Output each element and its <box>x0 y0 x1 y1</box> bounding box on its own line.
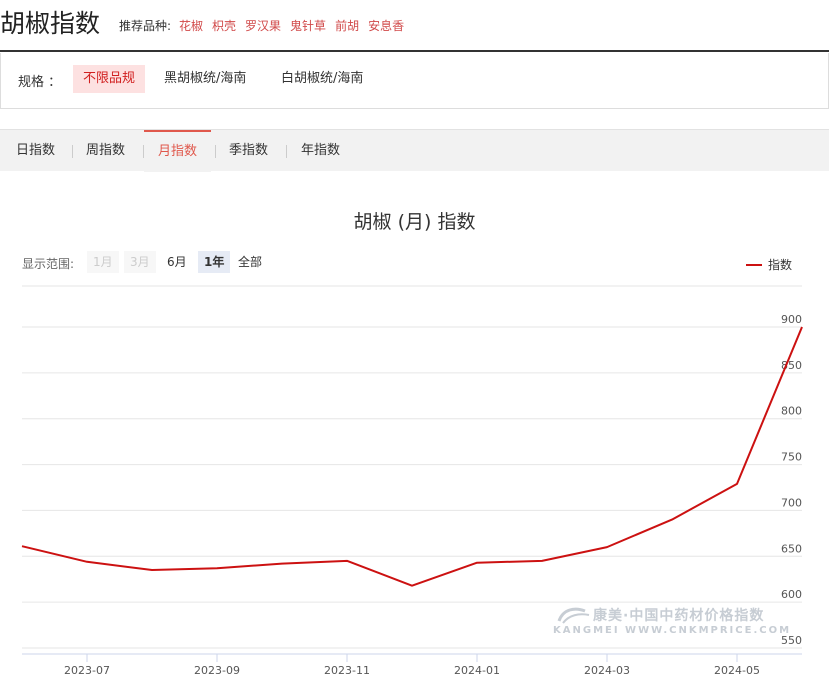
legend-label: 指数 <box>768 258 793 272</box>
series-lines <box>21 326 803 587</box>
y-tick-label: 750 <box>781 451 802 464</box>
spec-option-white-pepper[interactable]: 白胡椒统/海南 <box>281 71 364 86</box>
y-tick-label: 700 <box>781 496 802 509</box>
x-tick-label: 2024-03 <box>584 664 630 677</box>
y-tick-label: 650 <box>781 542 802 555</box>
spec-option-black-pepper[interactable]: 黑胡椒统/海南 <box>164 71 247 86</box>
spec-option-all[interactable]: 不限品规 <box>73 65 146 93</box>
tab-divider <box>215 145 216 158</box>
recommend-item[interactable]: 罗汉果 <box>245 19 282 33</box>
recommend-item[interactable]: 花椒 <box>179 19 204 33</box>
range-button-3m[interactable]: 3月 <box>124 251 156 273</box>
tab-divider <box>286 145 287 158</box>
recommend-list: 花椒 枳壳 罗汉果 鬼针草 前胡 安息香 <box>179 17 404 34</box>
kangmei-logo-icon <box>557 607 590 624</box>
range-button-all[interactable]: 全部 <box>238 255 263 269</box>
tab-weekly[interactable]: 周指数 <box>86 143 126 158</box>
tab-divider <box>72 145 73 158</box>
chart-legend[interactable]: 指数 <box>746 256 792 273</box>
axes: 550 600 650 700 750 800 850 900 2023-07 2023-09 20… <box>22 313 802 677</box>
tab-divider <box>143 145 144 158</box>
x-tick-label: 2023-11 <box>324 664 370 677</box>
page-title: 胡椒指数 <box>0 9 101 38</box>
chart-container: 胡椒 (月) 指数 显示范围: 1月 3月 6月 1年 全部 指数 <box>0 171 829 690</box>
line-chart: 550 600 650 700 750 800 850 900 2023-07 2023-09 20… <box>21 285 803 677</box>
y-tick-label: 900 <box>781 313 802 326</box>
watermark-url: KANGMEI WWW.CNKMPRICE.COM <box>553 625 792 636</box>
range-button-1m[interactable]: 1月 <box>87 251 119 273</box>
series-line <box>21 326 803 587</box>
tab-yearly[interactable]: 年指数 <box>301 143 341 158</box>
tab-daily[interactable]: 日指数 <box>16 143 56 158</box>
spec-label: 规格 ： <box>18 75 62 90</box>
x-tick-label: 2024-01 <box>454 664 500 677</box>
index-tab-bar: 日指数 周指数 月指数 季指数 年指数 <box>0 129 829 172</box>
recommend-item[interactable]: 枳壳 <box>212 19 237 33</box>
watermark: 康美·中国中药材价格指数 KANGMEI WWW.CNKMPRICE.COM <box>553 605 793 639</box>
grid-lines <box>22 285 802 649</box>
spec-bar: 规格 ： 不限品规 黑胡椒统/海南 白胡椒统/海南 <box>0 53 829 109</box>
legend-line-icon <box>746 263 762 266</box>
y-tick-label: 600 <box>781 588 802 601</box>
range-button-1y[interactable]: 1年 <box>198 251 231 273</box>
tab-monthly[interactable]: 月指数 <box>144 130 212 172</box>
range-label: 显示范围: <box>22 257 75 271</box>
y-tick-label: 800 <box>781 405 802 418</box>
x-tick-label: 2023-09 <box>194 664 240 677</box>
x-tick-label: 2023-07 <box>64 664 110 677</box>
watermark-title: 康美·中国中药材价格指数 <box>593 608 765 624</box>
range-button-6m[interactable]: 6月 <box>167 255 187 269</box>
recommend-label: 推荐品种: <box>119 19 172 33</box>
x-tick-label: 2024-05 <box>714 664 760 677</box>
recommend-item[interactable]: 前胡 <box>335 19 360 33</box>
chart-title: 胡椒 (月) 指数 <box>353 211 476 233</box>
header: 胡椒指数 推荐品种: 花椒 枳壳 罗汉果 鬼针草 前胡 安息香 <box>0 0 829 52</box>
y-tick-label: 550 <box>781 634 802 647</box>
recommend-item[interactable]: 安息香 <box>368 19 405 33</box>
tab-quarterly[interactable]: 季指数 <box>229 143 269 158</box>
y-tick-label: 850 <box>781 359 802 372</box>
recommend-item[interactable]: 鬼针草 <box>290 19 327 33</box>
